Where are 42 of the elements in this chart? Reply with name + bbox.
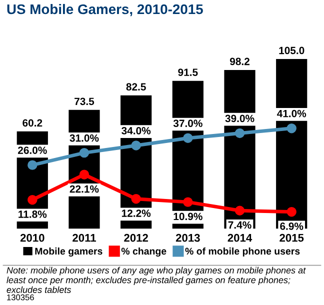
point (234, 206, 245, 216)
point (28, 194, 38, 205)
data-label: 22.1% (70, 185, 99, 193)
point (183, 133, 193, 143)
point (28, 160, 38, 170)
data-label: 12.2% (122, 210, 151, 217)
point (183, 197, 193, 207)
point (131, 194, 141, 204)
data-label: 91.5 (178, 68, 198, 76)
x-tick-label: 2014 (228, 234, 252, 242)
point (234, 128, 245, 138)
legend-label: Mobile gamers (35, 247, 102, 257)
point (286, 123, 296, 134)
data-label: 37.0% (173, 120, 202, 128)
data-label: 31.0% (70, 134, 99, 142)
data-label: 73.5 (74, 98, 94, 106)
x-tick-label: 2012 (124, 234, 148, 242)
x-tick-label: 2015 (280, 234, 304, 242)
data-label: 34.0% (122, 127, 151, 134)
point (79, 148, 90, 158)
x-tick-label: 2011 (72, 234, 96, 242)
legend-label: % of mobile phone users (185, 247, 300, 257)
data-label: 10.9% (174, 212, 202, 220)
data-label: 39.0% (225, 114, 254, 122)
text: 130356 (7, 294, 34, 300)
legend-label: % change (121, 247, 166, 257)
data-label: 6.9% (280, 222, 304, 230)
x-tick-label: 2010 (20, 234, 44, 242)
point (79, 170, 90, 180)
text: Note: mobile phone users of any age who play games on mobile phones at least once per month; excludes pre-installed games on feature phones; excludes tablets (6, 266, 306, 293)
point (131, 140, 141, 150)
data-label: 60.2 (22, 119, 42, 127)
data-label: 105.0 (279, 46, 304, 54)
data-label: 7.4% (228, 221, 252, 229)
data-label: 11.8% (18, 210, 47, 218)
data-label: 26.0% (18, 146, 47, 154)
x-tick-label: 2013 (176, 234, 200, 242)
data-label: 82.5 (126, 83, 146, 91)
data-label: 98.2 (230, 58, 250, 66)
chart-title: US Mobile Gamers, 2010-2015 (7, 4, 203, 16)
data-label: 41.0% (276, 110, 306, 118)
point (286, 206, 296, 217)
